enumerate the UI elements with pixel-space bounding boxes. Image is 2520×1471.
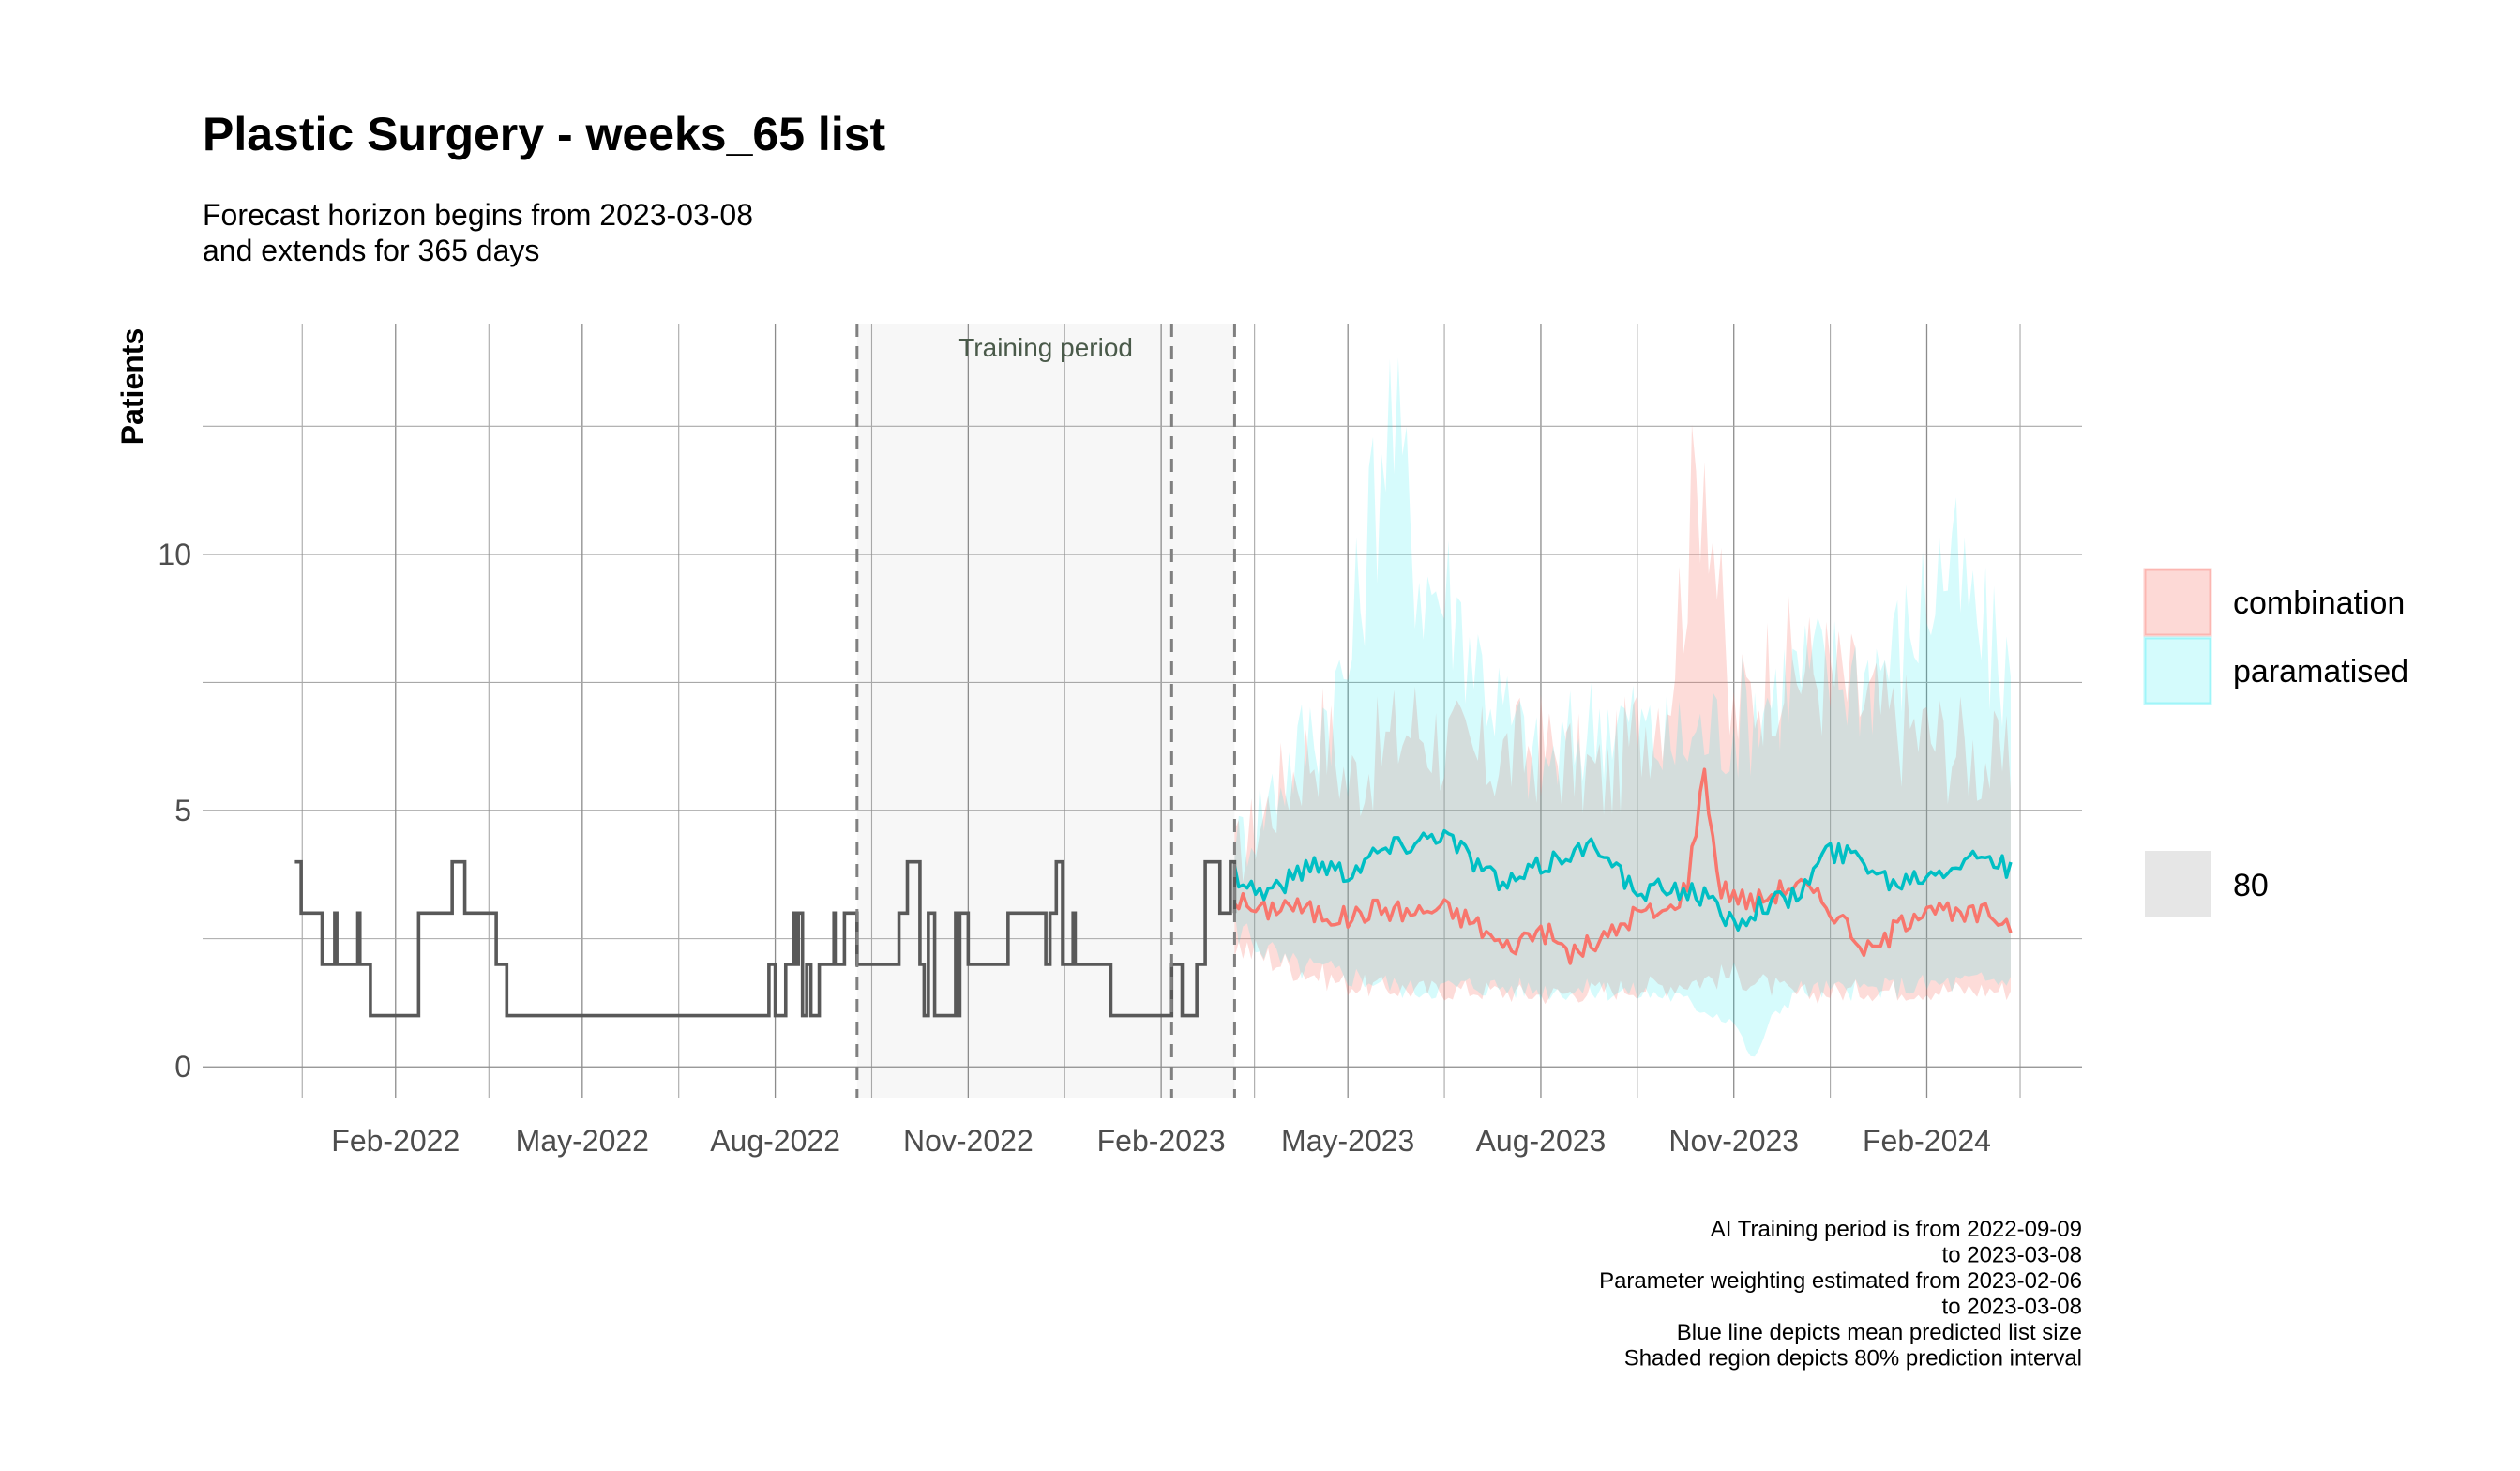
- caption-line: Blue line depicts mean predicted list si…: [1677, 1320, 2082, 1345]
- mean-line-combination: [1233, 767, 2013, 965]
- x-tick-label: May-2023: [1281, 1124, 1414, 1158]
- mean-line-paramatised: [1232, 828, 2013, 933]
- caption-line: AI Training period is from 2022-09-09: [1711, 1217, 2082, 1242]
- y-axis-label: Patients: [115, 328, 149, 445]
- chart-subtitle-line2: and extends for 365 days: [203, 234, 539, 267]
- y-tick-label: 0: [174, 1050, 191, 1084]
- prediction-band-paramatised: [1234, 357, 2011, 1057]
- caption-line: Shaded region depicts 80% prediction int…: [1624, 1346, 2082, 1372]
- chart-title: Plastic Surgery - weeks_65 list: [203, 108, 886, 160]
- caption: AI Training period is from 2022-09-09to …: [1599, 1217, 2082, 1372]
- legend: combination paramatised 80: [2143, 568, 2408, 917]
- legend-label-paramatised: paramatised: [2233, 654, 2408, 690]
- legend-label-interval: 80: [2233, 868, 2269, 903]
- x-tick-label: Feb-2023: [1097, 1124, 1226, 1158]
- legend-key-interval: [2145, 851, 2211, 917]
- training-period-shade: [856, 324, 1235, 1098]
- x-tick-label: Nov-2023: [1668, 1124, 1799, 1158]
- plot-panel: Training period Feb-2022 May-2022 Aug-2022 N…: [158, 324, 2082, 1158]
- chart-subtitle-line1: Forecast horizon begins from 2023-03-08: [203, 198, 753, 232]
- caption-line: to 2023-03-08: [1942, 1243, 2082, 1268]
- training-period-label: Training period: [958, 333, 1133, 362]
- prediction-band-combination: [1234, 424, 2011, 1005]
- x-tick-label: Aug-2023: [1476, 1124, 1607, 1158]
- x-tick-label: Nov-2022: [903, 1124, 1034, 1158]
- legend-key-combination: [2143, 568, 2212, 637]
- y-tick-label: 5: [174, 794, 191, 827]
- x-tick-label: Feb-2024: [1863, 1124, 1991, 1158]
- legend-key-paramatised: [2143, 636, 2212, 705]
- caption-line: to 2023-03-08: [1942, 1295, 2082, 1320]
- y-tick-label: 10: [158, 538, 191, 571]
- x-tick-label: May-2022: [516, 1124, 649, 1158]
- caption-line: Parameter weighting estimated from 2023-…: [1599, 1268, 2082, 1294]
- legend-label-combination: combination: [2233, 585, 2405, 621]
- x-tick-label: Aug-2022: [710, 1124, 840, 1158]
- x-tick-label: Feb-2022: [331, 1124, 460, 1158]
